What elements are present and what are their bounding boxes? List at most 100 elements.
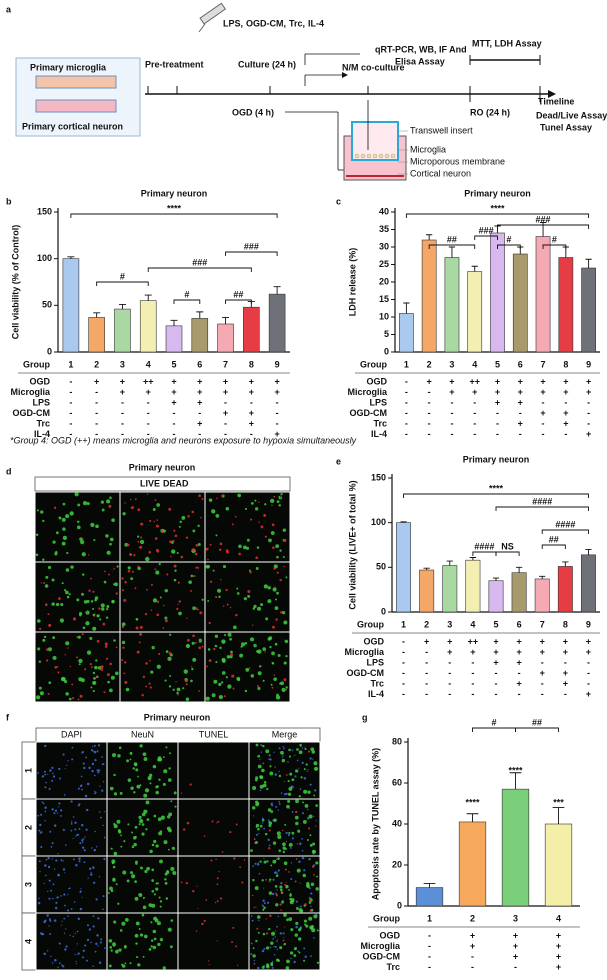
condition-value: +	[516, 636, 521, 646]
cell-dot	[308, 827, 311, 830]
cell-dot	[168, 685, 172, 688]
condition-value: -	[471, 962, 474, 972]
cell-dot	[290, 957, 292, 960]
cell-dot	[139, 784, 142, 787]
cell-dot	[187, 515, 190, 518]
condition-value: +	[427, 376, 432, 386]
cell-dot	[64, 872, 66, 874]
condition-name: OGD	[363, 636, 384, 646]
cell-dot	[76, 930, 79, 933]
cell-dot	[172, 688, 175, 691]
cell-dot	[271, 931, 276, 936]
condition-name: Microglia	[344, 647, 385, 657]
condition-value: +	[274, 387, 279, 397]
cell-dot	[133, 842, 137, 847]
cell-dot	[254, 507, 259, 511]
cell-dot	[104, 645, 108, 648]
condition-value: -	[425, 678, 428, 688]
cell-dot	[281, 758, 286, 763]
cell-dot	[70, 565, 74, 569]
cell-dot	[44, 874, 47, 877]
cell-dot	[273, 818, 277, 822]
cell-dot	[66, 551, 69, 555]
y-axis-label: Cell viability (% of Control)	[10, 225, 20, 340]
cell-dot	[141, 812, 146, 817]
cell-dot	[253, 962, 256, 965]
cell-dot	[231, 523, 234, 526]
cell-dot	[57, 966, 59, 969]
condition-value: -	[495, 689, 498, 699]
cell-dot	[63, 794, 66, 796]
cell-dot	[151, 843, 155, 847]
cell-dot	[277, 809, 279, 811]
cell-dot	[303, 789, 308, 794]
cell-dot	[288, 808, 291, 810]
cell-dot	[282, 939, 285, 942]
error-bar	[562, 561, 569, 567]
cell-dot	[108, 688, 113, 693]
condition-value: +	[495, 397, 500, 407]
cell-dot	[266, 901, 270, 904]
timeline-label: Timeline	[538, 96, 574, 106]
cell-dot	[124, 502, 126, 504]
cell-dot	[263, 906, 266, 910]
cell-dot	[48, 787, 51, 790]
bracket	[472, 551, 497, 556]
cell-dot	[285, 966, 290, 970]
cell-dot	[99, 618, 102, 621]
condition-value: -	[428, 941, 431, 951]
cell-dot	[290, 928, 294, 932]
cell-dot	[136, 650, 140, 654]
cell-dot	[142, 896, 145, 899]
bar	[465, 559, 481, 613]
significance: ****	[167, 203, 182, 213]
cell-dot	[168, 652, 172, 655]
y-tick-label: 50	[376, 562, 386, 572]
cell-dot	[38, 829, 41, 832]
cell-dot	[55, 901, 58, 904]
cell-dot	[96, 934, 99, 937]
cell-dot	[270, 683, 273, 686]
cell-dot	[88, 766, 91, 770]
cell-dot	[139, 625, 143, 629]
chart-title: Primary neuron	[141, 188, 208, 198]
step: RO (24 h)	[470, 107, 510, 117]
cell-dot	[154, 568, 157, 571]
cell-dot	[152, 646, 155, 649]
cell-dot	[39, 871, 41, 873]
cell-dot	[105, 616, 109, 619]
cell-dot	[279, 549, 282, 552]
condition-value: +	[563, 647, 568, 657]
cell-dot	[52, 655, 57, 661]
condition-value: +	[470, 941, 475, 951]
condition-value: -	[473, 418, 476, 428]
cell-dot	[65, 568, 70, 572]
cell-dot	[156, 600, 160, 603]
cell-dot	[265, 932, 269, 935]
cell-dot	[223, 695, 226, 698]
cell-dot	[151, 868, 155, 872]
cell-dot	[303, 947, 306, 950]
cell-dot	[156, 503, 160, 507]
cell-dot	[195, 543, 199, 547]
significance: ****	[489, 483, 504, 493]
cell-dot	[219, 897, 223, 900]
cell-dot	[237, 493, 242, 498]
cell-dot	[282, 528, 287, 532]
cell-dot	[36, 695, 41, 700]
bracket	[497, 244, 521, 249]
cell-dot	[313, 815, 315, 818]
cell-dot	[272, 938, 275, 940]
cell-dot	[223, 634, 227, 637]
cell-dot	[170, 555, 172, 558]
micrograph	[177, 855, 250, 914]
cell-dot	[46, 914, 49, 917]
condition-value: +	[563, 408, 568, 418]
cell-dot	[134, 825, 138, 829]
cell-dot	[275, 805, 278, 808]
cell-dot	[173, 791, 177, 795]
condition-value: +	[197, 397, 202, 407]
cell-dot	[39, 691, 44, 696]
condition-value: -	[402, 668, 405, 678]
cell-dot	[90, 666, 93, 669]
